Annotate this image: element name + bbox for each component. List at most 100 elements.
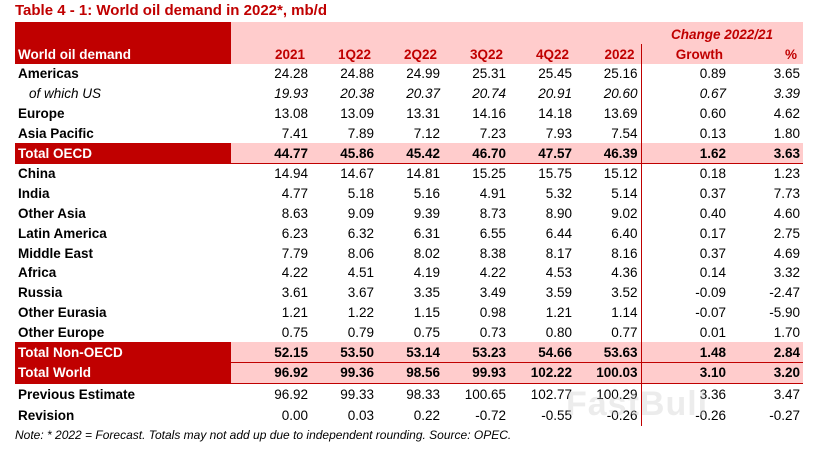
table-cell: 4.19 [413,265,440,281]
table-cell: 0.13 [699,125,726,141]
table-cell: 8.38 [479,245,506,261]
table-row: Total OECD 44.77 45.86 45.42 46.70 47.57 46.39… [15,143,803,164]
row-label: Africa [18,265,57,281]
table-cell: 13.31 [406,105,440,121]
table-cell: 15.75 [509,162,575,184]
table-cell: -0.26 [695,407,726,423]
table-cell: 4.91 [479,186,506,202]
col-header: Growth [641,44,729,64]
table-cell: 6.23 [281,225,308,241]
table-cell: 7.79 [281,245,308,261]
table-cell: 7.41 [281,125,308,141]
table-cell: 0.37 [699,245,726,261]
table-cell: 20.74 [472,86,506,102]
table-cell: 4.51 [347,265,374,281]
table-row: Europe 13.08 13.09 13.31 14.16 14.18 13.69 0.60… [15,103,803,124]
table-cell: 1.21 [545,304,572,320]
table-cell: 4.69 [773,245,800,261]
table-cell: 24.99 [406,66,440,82]
table-cell: 8.02 [413,245,440,261]
table-cell: 2.84 [729,342,803,363]
table-cell: 7.93 [545,125,572,141]
table-row: Asia Pacific 7.41 7.89 7.12 7.23 7.93 7.54 0.13… [15,123,803,144]
header-blank-period [231,22,641,44]
table-cell: 47.57 [509,143,575,164]
table-cell: 8.90 [545,205,572,221]
table-cell: 1.22 [347,304,374,320]
table-cell: -0.72 [475,407,506,423]
table-cell: 44.77 [231,143,311,164]
table-cell: 4.77 [281,186,308,202]
table-cell: 98.33 [377,382,443,405]
row-label: India [18,186,50,202]
table-row: Africa 4.22 4.51 4.19 4.22 4.53 4.36 0.14 3.32 [15,262,803,283]
table-cell: 3.49 [479,285,506,301]
col-header: 2021 [231,44,311,64]
table-cell: 1.62 [641,143,729,164]
table-row: Russia 3.61 3.67 3.35 3.49 3.59 3.52 -0.09 -2.47 [15,282,803,303]
table-cell: -0.07 [695,304,726,320]
table-cell: 25.16 [575,64,642,84]
table-cell: 3.67 [347,285,374,301]
table-cell: 1.21 [281,304,308,320]
table-cell: 14.81 [377,162,443,184]
table-cell: 13.09 [340,105,374,121]
oil-demand-table: Change 2022/21 World oil demand 2021 1Q2… [15,22,803,426]
table-cell: 4.36 [575,262,642,283]
table-cell: -0.27 [769,407,800,423]
table-cell: -2.47 [769,285,800,301]
table-cell: 8.17 [545,245,572,261]
table-cell: 3.65 [773,66,800,82]
table-cell: 96.92 [231,382,311,405]
table-cell: 0.77 [575,322,642,343]
table-cell: 5.16 [413,186,440,202]
table-cell: 4.22 [281,265,308,281]
table-cell: 20.37 [406,86,440,102]
table-cell: 8.73 [479,205,506,221]
table-cell: 5.32 [545,186,572,202]
table-title: Table 4 - 1: World oil demand in 2022*, … [15,2,328,19]
col-header: 2Q22 [377,44,443,64]
table-cell: 3.35 [413,285,440,301]
table-cell: 1.23 [729,162,803,184]
row-label: Americas [18,66,79,82]
table-cell: 0.00 [281,407,308,423]
row-label: Latin America [18,225,107,241]
table-cell: 0.22 [413,407,440,423]
table-cell: 0.67 [699,86,726,102]
table-body: Change 2022/21 World oil demand 2021 1Q2… [15,22,803,426]
row-label: Total OECD [15,143,231,164]
table-cell: 1.70 [773,324,800,340]
table-cell: 19.93 [274,86,308,102]
table-cell: 7.89 [347,125,374,141]
table-cell: 7.54 [575,123,642,144]
table-cell: 100.29 [575,382,642,405]
table-note: Note: * 2022 = Forecast. Totals may not … [15,428,512,442]
table-row: Other Asia 8.63 9.09 9.39 8.73 8.90 9.02 0.40 4.… [15,203,803,224]
table-cell: 53.23 [443,342,509,363]
table-cell: 102.22 [509,362,575,384]
table-cell: 0.03 [347,407,374,423]
table-row: Total Non-OECD 52.15 53.50 53.14 53.23 54.66 5… [15,342,803,363]
col-header: 4Q22 [509,44,575,64]
table-cell: 0.79 [347,324,374,340]
table-row: of which US 19.93 20.38 20.37 20.74 20.91 20.6… [15,83,803,104]
table-cell: -0.09 [695,285,726,301]
col-header: 3Q22 [443,44,509,64]
table-cell: 99.33 [311,382,377,405]
table-cell: 46.70 [443,143,509,164]
row-label: of which US [29,86,102,102]
table-cell: 2.75 [773,225,800,241]
table-cell: 14.18 [538,105,572,121]
table-cell: 3.61 [281,285,308,301]
table-cell: 0.60 [699,105,726,121]
table-cell: 54.66 [509,342,575,363]
table-cell: 53.63 [575,342,642,363]
table-cell: 9.09 [347,205,374,221]
table-cell: 8.06 [347,245,374,261]
col-header: % [729,44,803,64]
table-cell: 1.48 [641,342,729,363]
table-cell: 9.39 [413,205,440,221]
table-cell: 5.14 [575,183,642,204]
table-cell: 46.39 [575,143,642,164]
